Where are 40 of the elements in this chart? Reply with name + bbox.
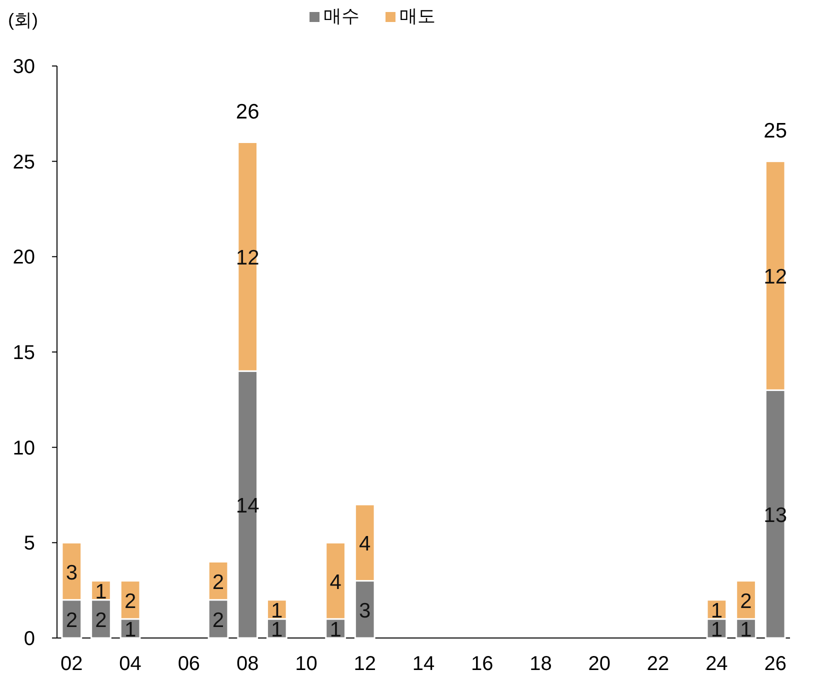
total-label: 26 — [236, 100, 260, 124]
y-tick-label: 30 — [12, 56, 35, 78]
x-tick-label: 22 — [646, 653, 670, 675]
legend-label: 매수 — [324, 6, 360, 26]
x-tick-label: 16 — [471, 653, 494, 675]
legend-label: 매도 — [400, 6, 436, 26]
data-label: 1 — [740, 618, 752, 642]
data-label: 1 — [124, 618, 136, 642]
total-label: 25 — [764, 119, 788, 142]
y-axis-title: (회) — [8, 10, 38, 30]
data-label: 1 — [330, 618, 342, 642]
x-tick-label: 02 — [60, 653, 83, 675]
x-tick-label: 14 — [412, 653, 435, 675]
y-tick-label: 5 — [24, 532, 35, 555]
data-label: 2 — [95, 608, 107, 632]
data-label: 3 — [359, 599, 371, 622]
y-tick-label: 25 — [12, 151, 35, 174]
data-label: 3 — [66, 561, 78, 584]
data-label: 4 — [359, 532, 372, 556]
x-tick-label: 26 — [764, 653, 786, 675]
x-tick-label: 24 — [706, 653, 728, 675]
x-tick-label: 18 — [530, 653, 552, 675]
data-label: 4 — [330, 570, 342, 594]
x-tick-label: 06 — [178, 653, 200, 675]
x-tick-label: 04 — [119, 653, 142, 675]
data-label: 1 — [710, 599, 723, 622]
y-tick-label: 20 — [12, 246, 35, 269]
x-tick-label: 20 — [588, 653, 611, 675]
data-label: 2 — [212, 570, 224, 594]
data-label: 2 — [212, 608, 224, 632]
data-label: 2 — [124, 590, 136, 613]
data-label: 2 — [740, 590, 752, 613]
y-tick-label: 10 — [12, 437, 35, 460]
data-label: 2 — [66, 608, 78, 632]
x-tick-label: 12 — [354, 653, 376, 675]
x-tick-label: 10 — [295, 653, 318, 675]
x-tick-label: 08 — [236, 653, 259, 675]
y-tick-label: 0 — [24, 628, 35, 650]
y-tick-label: 15 — [12, 342, 35, 364]
data-label: 1 — [95, 580, 107, 604]
